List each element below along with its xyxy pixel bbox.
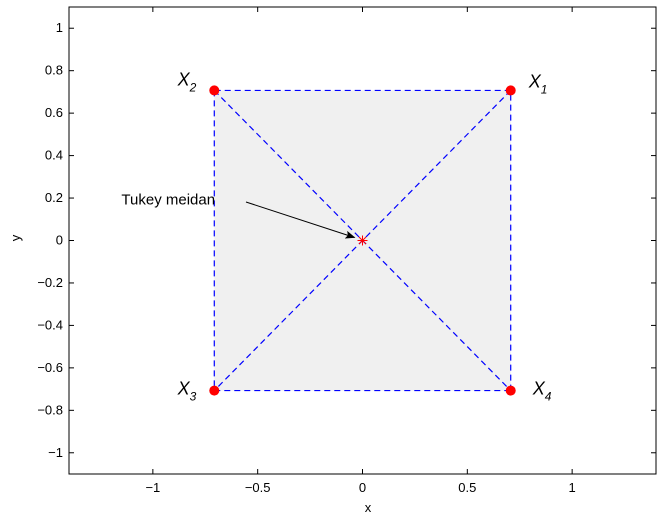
annotation-arrow xyxy=(245,201,356,239)
data-point xyxy=(209,385,220,396)
x-axis-label: x xyxy=(365,500,372,515)
point-label: X1 xyxy=(528,71,548,96)
y-tick-label: 1 xyxy=(56,20,63,35)
annotation-text: Tukey meidan xyxy=(121,191,215,208)
y-tick-label: −0.8 xyxy=(37,402,63,417)
y-tick-label: 0 xyxy=(56,233,63,248)
x-tick-label: 1 xyxy=(569,480,576,495)
x-tick-label: 0.5 xyxy=(458,480,476,495)
y-tick-label: −0.6 xyxy=(37,360,63,375)
y-tick-label: −0.4 xyxy=(37,317,63,332)
point-label: X4 xyxy=(532,379,552,404)
point-label: X2 xyxy=(177,69,197,94)
data-point xyxy=(505,385,516,396)
y-tick-label: 0.8 xyxy=(45,63,63,78)
median-point xyxy=(357,235,368,246)
y-tick-label: 0.6 xyxy=(45,105,63,120)
data-point xyxy=(505,85,516,96)
x-tick-label: 0 xyxy=(359,480,366,495)
x-tick-label: −0.5 xyxy=(245,480,271,495)
point-label: X3 xyxy=(177,379,197,404)
y-tick-label: −1 xyxy=(48,445,63,460)
y-axis-label: y xyxy=(8,234,23,241)
y-tick-label: −0.2 xyxy=(37,275,63,290)
data-point xyxy=(209,85,220,96)
y-tick-label: 0.2 xyxy=(45,190,63,205)
x-tick-label: −1 xyxy=(145,480,160,495)
y-tick-label: 0.4 xyxy=(45,148,63,163)
